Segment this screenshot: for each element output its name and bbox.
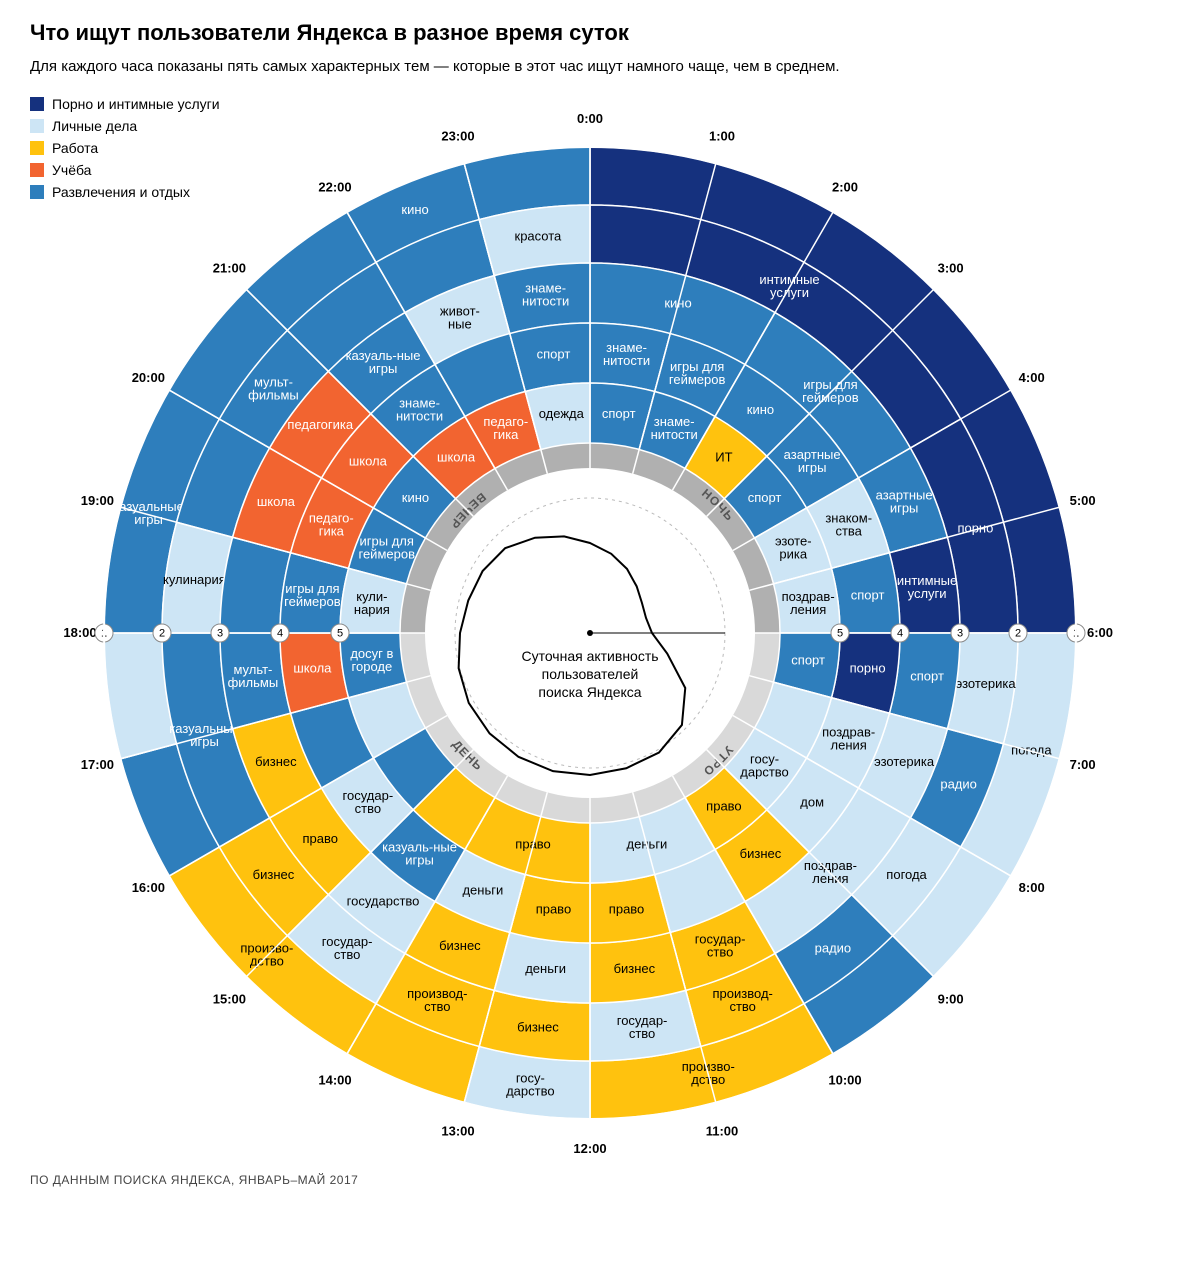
hour-label: 3:00 bbox=[938, 260, 964, 275]
legend-swatch-personal bbox=[30, 119, 44, 133]
legend-swatch-study bbox=[30, 163, 44, 177]
hour-label: 10:00 bbox=[828, 1073, 861, 1088]
ring-number: 3 bbox=[957, 627, 963, 639]
ring-number: 2 bbox=[1015, 627, 1021, 639]
hour-label: 14:00 bbox=[318, 1073, 351, 1088]
hour-label: 13:00 bbox=[441, 1124, 474, 1139]
hour-label: 4:00 bbox=[1019, 370, 1045, 385]
ring-number: 5 bbox=[337, 627, 343, 639]
page-subtitle: Для каждого часа показаны пять самых хар… bbox=[30, 58, 1155, 75]
radial-chart: НОЧЬУТРОДЕНЬВЕЧЕРинтимныеуслугипорнокино… bbox=[30, 93, 1155, 1153]
ring-number: 4 bbox=[277, 627, 283, 639]
hour-label: 21:00 bbox=[213, 260, 246, 275]
hour-label: 22:00 bbox=[318, 179, 351, 194]
hour-label: 19:00 bbox=[81, 493, 114, 508]
hour-label: 15:00 bbox=[213, 992, 246, 1007]
legend-item: Личные дела bbox=[30, 115, 290, 137]
hour-label: 18:00 bbox=[63, 625, 96, 640]
hour-label: 20:00 bbox=[132, 370, 165, 385]
hour-label: 5:00 bbox=[1070, 493, 1096, 508]
hour-label: 8:00 bbox=[1019, 880, 1045, 895]
legend-label: Учёба bbox=[52, 159, 91, 181]
hour-label: 7:00 bbox=[1070, 757, 1096, 772]
ring-number: 5 bbox=[837, 627, 843, 639]
legend-item: Учёба bbox=[30, 159, 290, 181]
hour-label: 23:00 bbox=[441, 128, 474, 143]
hour-label: 12:00 bbox=[573, 1141, 606, 1153]
footer-source: ПО ДАННЫМ ПОИСКА ЯНДЕКСА, ЯНВАРЬ–МАЙ 201… bbox=[30, 1173, 1155, 1187]
ring-number: 3 bbox=[217, 627, 223, 639]
hour-label: 16:00 bbox=[132, 880, 165, 895]
hour-label: 6:00 bbox=[1087, 625, 1113, 640]
legend-label: Работа bbox=[52, 137, 98, 159]
hour-label: 2:00 bbox=[832, 179, 858, 194]
legend-swatch-leisure bbox=[30, 185, 44, 199]
hour-label: 1:00 bbox=[709, 128, 735, 143]
hour-label: 9:00 bbox=[938, 992, 964, 1007]
legend-swatch-porn bbox=[30, 97, 44, 111]
legend-swatch-work bbox=[30, 141, 44, 155]
ring-number: 4 bbox=[897, 627, 903, 639]
legend-item: Развлечения и отдых bbox=[30, 181, 290, 203]
ring-number: 2 bbox=[159, 627, 165, 639]
legend-item: Работа bbox=[30, 137, 290, 159]
legend: Порно и интимные услуги Личные дела Рабо… bbox=[30, 93, 290, 203]
legend-label: Порно и интимные услуги bbox=[52, 93, 220, 115]
legend-label: Личные дела bbox=[52, 115, 137, 137]
legend-label: Развлечения и отдых bbox=[52, 181, 190, 203]
page-title: Что ищут пользователи Яндекса в разное в… bbox=[30, 20, 1155, 46]
hour-label: 0:00 bbox=[577, 111, 603, 126]
radial-chart-svg: НОЧЬУТРОДЕНЬВЕЧЕРинтимныеуслугипорнокино… bbox=[30, 93, 1155, 1153]
hour-label: 17:00 bbox=[81, 757, 114, 772]
legend-item: Порно и интимные услуги bbox=[30, 93, 290, 115]
hour-label: 11:00 bbox=[706, 1124, 739, 1139]
